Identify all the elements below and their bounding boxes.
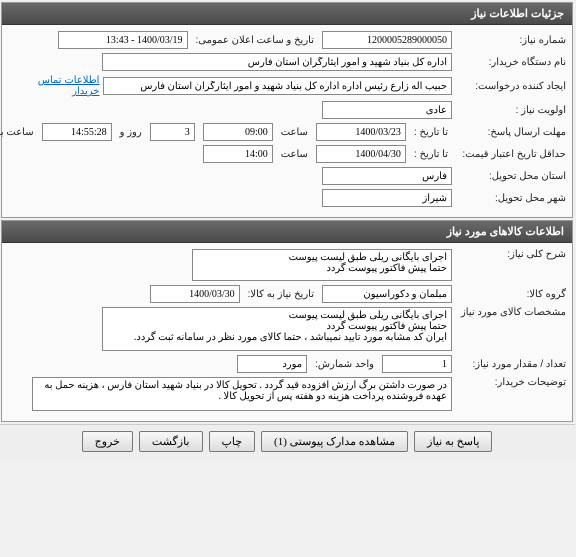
exit-button[interactable]: خروج xyxy=(83,431,134,452)
button-bar: پاسخ به نیاز مشاهده مدارک پیوستی (1) چاپ… xyxy=(0,424,576,458)
group-label: گروه کالا: xyxy=(457,289,567,300)
priority-input[interactable] xyxy=(323,101,453,119)
until-label: تا تاریخ : xyxy=(411,127,453,138)
print-button[interactable]: چاپ xyxy=(210,431,257,452)
city-label: شهر محل تحویل: xyxy=(457,193,567,204)
spec-label: مشخصات کالای مورد نیاز xyxy=(457,307,567,318)
valid-label: حداقل تاریخ اعتبار قیمت: xyxy=(457,149,567,160)
days-input[interactable] xyxy=(151,123,196,141)
contact-link[interactable]: اطلاعات تماس خریدار xyxy=(9,75,100,97)
announce-input[interactable] xyxy=(59,31,189,49)
countdown-input[interactable] xyxy=(43,123,113,141)
qty-label: تعداد / مقدار مورد نیاز: xyxy=(457,359,567,370)
deadline-label: مهلت ارسال پاسخ: xyxy=(457,127,567,138)
org-label: نام دستگاه خریدار: xyxy=(457,57,567,68)
notes-label: توضیحات خریدار: xyxy=(457,377,567,388)
panel1-title: جزئیات اطلاعات نیاز xyxy=(3,3,573,25)
notes-textarea[interactable] xyxy=(33,377,453,411)
unit-label: واحد شمارش: xyxy=(312,359,379,370)
org-input[interactable] xyxy=(103,53,453,71)
until-date-input[interactable] xyxy=(317,123,407,141)
spec-textarea[interactable] xyxy=(103,307,453,351)
time-label2: ساعت xyxy=(278,149,313,160)
need-date-input[interactable] xyxy=(151,285,241,303)
qty-input[interactable] xyxy=(383,355,453,373)
creator-input[interactable] xyxy=(104,77,453,95)
reply-button[interactable]: پاسخ به نیاز xyxy=(415,431,493,452)
goods-info-panel: اطلاعات کالاهای مورد نیاز شرح کلی نیاز: … xyxy=(2,220,574,422)
creator-label: ایجاد کننده درخواست: xyxy=(457,81,567,92)
time-label1: ساعت xyxy=(278,127,313,138)
announce-label: تاریخ و ساعت اعلان عمومی: xyxy=(193,35,320,46)
main-desc-textarea[interactable] xyxy=(193,249,453,281)
need-no-label: شماره نیاز: xyxy=(457,35,567,46)
until-time-input[interactable] xyxy=(204,123,274,141)
priority-label: اولویت نیاز : xyxy=(457,105,567,116)
valid-date-input[interactable] xyxy=(317,145,407,163)
province-input[interactable] xyxy=(323,167,453,185)
province-label: استان محل تحویل: xyxy=(457,171,567,182)
days-label: روز و xyxy=(117,127,147,138)
panel2-title: اطلاعات کالاهای مورد نیاز xyxy=(3,221,573,243)
unit-input[interactable] xyxy=(238,355,308,373)
main-desc-label: شرح کلی نیاز: xyxy=(457,249,567,260)
need-info-panel: جزئیات اطلاعات نیاز شماره نیاز: تاریخ و … xyxy=(2,2,574,218)
valid-until-label: تا تاریخ : xyxy=(411,149,453,160)
remain-label: ساعت باقی مانده xyxy=(0,127,39,138)
valid-time-input[interactable] xyxy=(204,145,274,163)
need-date-label: تاریخ نیاز به کالا: xyxy=(245,289,319,300)
group-input[interactable] xyxy=(323,285,453,303)
back-button[interactable]: بازگشت xyxy=(140,431,204,452)
need-no-input[interactable] xyxy=(323,31,453,49)
city-input[interactable] xyxy=(323,189,453,207)
attachments-button[interactable]: مشاهده مدارک پیوستی (1) xyxy=(262,431,409,452)
